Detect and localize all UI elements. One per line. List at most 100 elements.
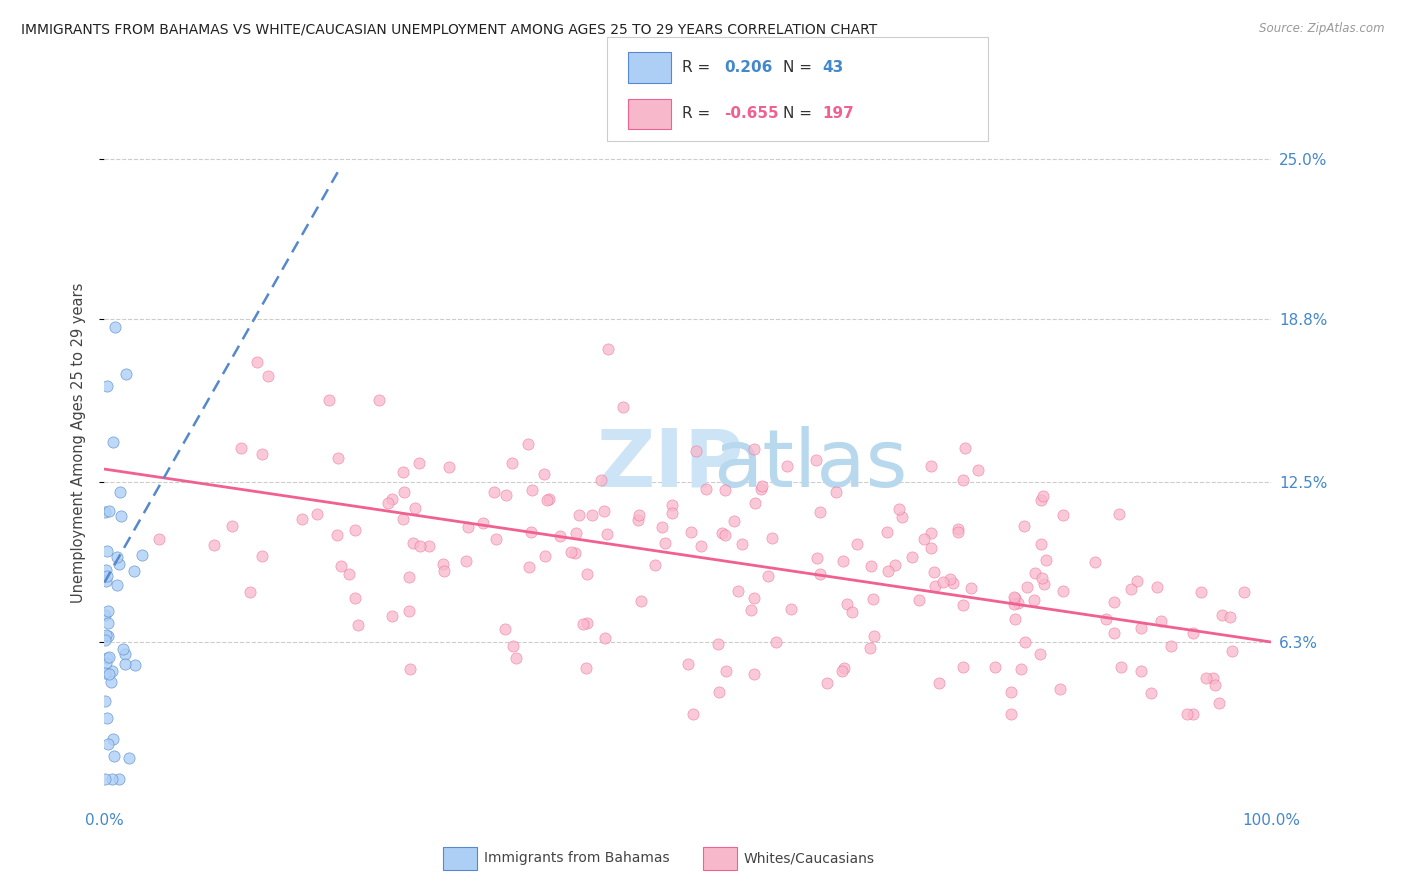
Point bbox=[495, 488, 517, 502]
Point bbox=[398, 570, 420, 584]
Point bbox=[740, 603, 762, 617]
Point bbox=[502, 639, 524, 653]
Point bbox=[1000, 684, 1022, 698]
Point bbox=[97, 666, 120, 681]
Point bbox=[1208, 696, 1230, 710]
Point bbox=[1004, 612, 1026, 626]
Point bbox=[575, 616, 598, 631]
Point bbox=[96, 563, 118, 577]
Point bbox=[118, 751, 141, 765]
Point bbox=[94, 694, 117, 708]
Point bbox=[912, 532, 935, 546]
Point bbox=[94, 608, 117, 623]
Point bbox=[245, 355, 267, 369]
Point bbox=[97, 737, 120, 751]
Point bbox=[901, 550, 924, 565]
Point bbox=[536, 492, 558, 507]
Point bbox=[1029, 493, 1052, 508]
Point bbox=[104, 319, 127, 334]
Point bbox=[630, 594, 652, 608]
Point bbox=[581, 508, 603, 523]
Point bbox=[593, 504, 616, 518]
Point bbox=[952, 473, 974, 487]
Text: Source: ZipAtlas.com: Source: ZipAtlas.com bbox=[1260, 22, 1385, 36]
Text: Immigrants from Bahamas: Immigrants from Bahamas bbox=[484, 851, 669, 865]
Point bbox=[398, 604, 420, 618]
Point bbox=[1007, 596, 1029, 610]
Point bbox=[94, 772, 117, 786]
Point bbox=[575, 661, 598, 675]
Point bbox=[593, 631, 616, 645]
Point bbox=[689, 539, 711, 553]
Text: R =: R = bbox=[682, 106, 716, 121]
Point bbox=[928, 675, 950, 690]
Point bbox=[661, 498, 683, 512]
Point bbox=[305, 507, 328, 521]
Point bbox=[291, 512, 314, 526]
Point bbox=[494, 622, 516, 636]
Point bbox=[250, 549, 273, 563]
Point bbox=[889, 502, 911, 516]
Point bbox=[381, 608, 404, 623]
Point bbox=[1014, 635, 1036, 649]
Point bbox=[596, 527, 619, 541]
Text: IMMIGRANTS FROM BAHAMAS VS WHITE/CAUCASIAN UNEMPLOYMENT AMONG AGES 25 TO 29 YEAR: IMMIGRANTS FROM BAHAMAS VS WHITE/CAUCASI… bbox=[21, 22, 877, 37]
Point bbox=[756, 569, 779, 583]
Point bbox=[695, 482, 717, 496]
Point bbox=[1121, 582, 1143, 596]
Point bbox=[959, 581, 981, 595]
Point bbox=[808, 567, 831, 582]
Point bbox=[1102, 595, 1125, 609]
Point bbox=[1052, 584, 1074, 599]
Point bbox=[97, 629, 120, 643]
Point bbox=[110, 508, 132, 523]
Text: ZIP: ZIP bbox=[596, 426, 744, 504]
Point bbox=[337, 567, 360, 582]
Point bbox=[651, 520, 673, 534]
Point bbox=[706, 638, 728, 652]
Point bbox=[612, 401, 634, 415]
Point bbox=[1181, 625, 1204, 640]
Point bbox=[482, 484, 505, 499]
Point bbox=[1160, 640, 1182, 654]
Point bbox=[94, 505, 117, 519]
Point bbox=[437, 460, 460, 475]
Point bbox=[454, 553, 477, 567]
Text: Whites/Caucasians: Whites/Caucasians bbox=[744, 851, 875, 865]
Point bbox=[326, 451, 349, 466]
Point bbox=[239, 585, 262, 599]
Point bbox=[318, 392, 340, 407]
Point bbox=[402, 535, 425, 549]
Point bbox=[368, 392, 391, 407]
Point bbox=[932, 575, 955, 590]
Point bbox=[101, 772, 124, 786]
Point bbox=[1049, 682, 1071, 697]
Point bbox=[1015, 581, 1038, 595]
Point bbox=[1000, 707, 1022, 722]
Point bbox=[252, 447, 274, 461]
Point bbox=[1130, 621, 1153, 635]
Text: 0.206: 0.206 bbox=[724, 60, 772, 75]
Point bbox=[920, 525, 942, 540]
Point bbox=[105, 578, 128, 592]
Point bbox=[644, 558, 666, 572]
Point bbox=[202, 538, 225, 552]
Point bbox=[1095, 611, 1118, 625]
Point bbox=[564, 546, 586, 560]
Point bbox=[96, 569, 118, 583]
Point bbox=[779, 602, 801, 616]
Point bbox=[661, 506, 683, 520]
Point bbox=[707, 685, 730, 699]
Point bbox=[1031, 571, 1053, 585]
Point bbox=[714, 664, 737, 678]
Point bbox=[863, 629, 886, 643]
Text: atlas: atlas bbox=[713, 426, 907, 504]
Point bbox=[325, 528, 347, 542]
Point bbox=[505, 651, 527, 665]
Point bbox=[1182, 707, 1205, 722]
Point bbox=[967, 463, 990, 477]
Point bbox=[831, 664, 853, 678]
Point bbox=[100, 674, 122, 689]
Point bbox=[257, 369, 280, 384]
Point bbox=[810, 505, 832, 519]
